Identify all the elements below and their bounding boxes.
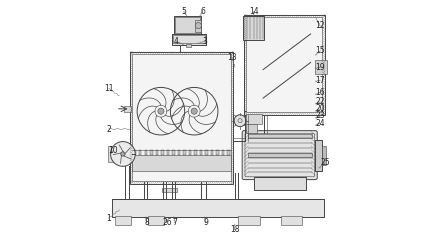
Text: 3: 3 bbox=[202, 37, 207, 46]
Bar bbox=[222, 150, 224, 155]
Text: 13: 13 bbox=[227, 53, 237, 62]
Bar bbox=[155, 150, 158, 155]
Bar bbox=[253, 177, 306, 190]
Bar bbox=[315, 140, 322, 171]
Bar bbox=[238, 216, 260, 225]
Bar bbox=[112, 199, 324, 217]
Bar bbox=[132, 155, 231, 171]
Circle shape bbox=[191, 108, 197, 114]
Bar bbox=[244, 15, 325, 115]
Bar bbox=[243, 16, 264, 40]
Bar bbox=[281, 216, 302, 225]
Text: 1: 1 bbox=[106, 214, 111, 223]
Bar bbox=[132, 54, 231, 181]
Bar bbox=[186, 44, 190, 47]
Bar bbox=[172, 150, 175, 155]
Bar bbox=[124, 106, 131, 112]
Text: 26: 26 bbox=[162, 218, 171, 227]
Text: 17: 17 bbox=[315, 76, 325, 85]
Bar bbox=[322, 146, 326, 165]
Bar bbox=[173, 35, 205, 43]
Text: 14: 14 bbox=[249, 7, 258, 16]
Bar bbox=[108, 146, 115, 162]
Circle shape bbox=[120, 152, 125, 156]
Bar bbox=[227, 150, 230, 155]
Bar bbox=[246, 124, 257, 133]
Text: 9: 9 bbox=[204, 218, 209, 227]
Circle shape bbox=[111, 141, 135, 166]
Circle shape bbox=[195, 22, 202, 29]
Bar bbox=[211, 150, 213, 155]
Bar bbox=[144, 150, 147, 155]
Text: 10: 10 bbox=[109, 146, 118, 155]
FancyBboxPatch shape bbox=[242, 131, 317, 180]
Bar bbox=[161, 150, 163, 155]
Bar bbox=[115, 216, 131, 225]
Bar bbox=[167, 150, 169, 155]
Bar bbox=[246, 17, 323, 112]
Bar bbox=[162, 188, 177, 192]
Text: 25: 25 bbox=[320, 158, 330, 167]
Bar bbox=[189, 150, 191, 155]
Bar bbox=[150, 150, 152, 155]
Text: 12: 12 bbox=[315, 21, 325, 30]
Text: 24: 24 bbox=[315, 119, 325, 128]
Bar bbox=[265, 179, 280, 183]
Bar bbox=[171, 34, 206, 45]
Text: 22: 22 bbox=[315, 97, 325, 106]
Text: 19: 19 bbox=[315, 63, 325, 72]
Text: 15: 15 bbox=[315, 46, 325, 55]
Bar bbox=[216, 150, 219, 155]
Text: 7: 7 bbox=[173, 218, 178, 227]
Bar bbox=[246, 114, 262, 124]
Text: 16: 16 bbox=[315, 88, 325, 97]
Text: 6: 6 bbox=[200, 7, 205, 16]
Bar bbox=[200, 150, 202, 155]
Bar bbox=[248, 153, 312, 157]
Bar bbox=[134, 150, 136, 155]
Bar bbox=[248, 134, 312, 138]
Bar bbox=[194, 150, 197, 155]
Bar bbox=[195, 20, 201, 32]
Bar bbox=[175, 17, 200, 33]
Circle shape bbox=[234, 115, 246, 127]
Bar bbox=[206, 150, 208, 155]
Bar bbox=[178, 150, 180, 155]
Text: 20: 20 bbox=[315, 104, 325, 113]
Text: 2: 2 bbox=[106, 125, 111, 134]
Text: 8: 8 bbox=[144, 218, 149, 227]
Text: 18: 18 bbox=[230, 225, 239, 234]
Text: 5: 5 bbox=[181, 7, 186, 16]
Circle shape bbox=[158, 108, 164, 114]
Bar bbox=[183, 150, 186, 155]
Bar bbox=[139, 150, 141, 155]
Bar bbox=[130, 52, 233, 184]
Text: 23: 23 bbox=[315, 111, 325, 120]
Bar bbox=[174, 16, 201, 34]
Bar bbox=[148, 216, 164, 225]
Text: 11: 11 bbox=[104, 84, 113, 93]
Text: 4: 4 bbox=[174, 37, 179, 46]
Bar bbox=[315, 60, 327, 74]
